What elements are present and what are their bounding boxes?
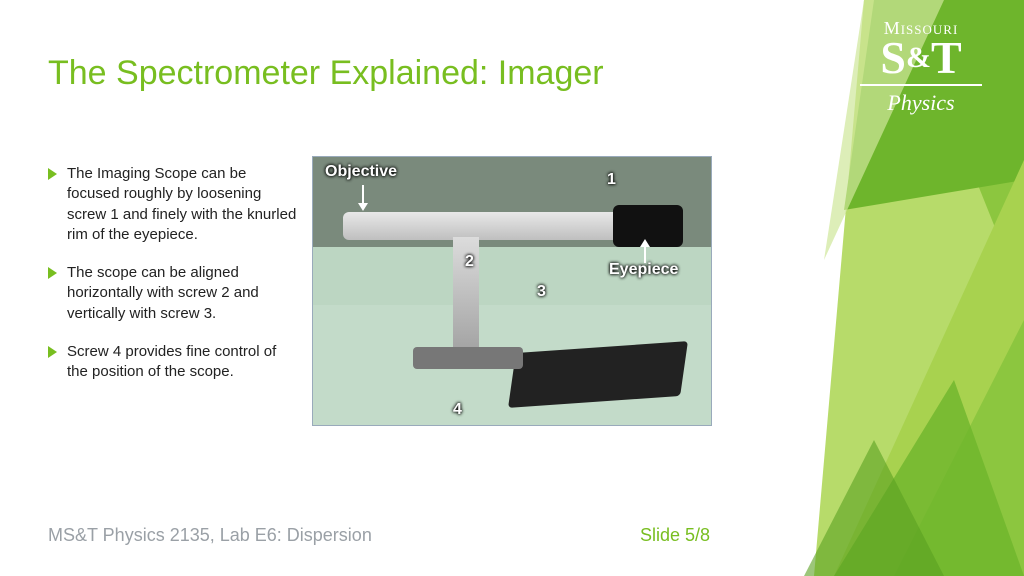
university-logo: Missouri S&T Physics: [846, 18, 996, 116]
bullet-icon: [48, 346, 57, 358]
spectrometer-photo: Objective 1 2 3 4 Eyepiece: [312, 156, 712, 426]
bullet-text: The Imaging Scope can be focused roughly…: [67, 164, 298, 245]
photo-scope-base: [413, 347, 523, 369]
logo-subline: Physics: [846, 90, 996, 116]
arrow-icon: [635, 239, 655, 263]
label-2: 2: [465, 253, 474, 271]
bullet-icon: [48, 168, 57, 180]
label-objective: Objective: [325, 163, 397, 181]
bullet-list: The Imaging Scope can be focused roughly…: [48, 164, 298, 400]
list-item: The Imaging Scope can be focused roughly…: [48, 164, 298, 245]
logo-line1: Missouri: [846, 18, 996, 39]
label-eyepiece: Eyepiece: [609, 261, 678, 279]
bullet-icon: [48, 267, 57, 279]
logo-line2: S&T: [846, 37, 996, 78]
arrow-icon: [353, 185, 373, 211]
list-item: Screw 4 provides fine control of the pos…: [48, 342, 298, 383]
logo-t: T: [931, 32, 962, 83]
label-3: 3: [537, 283, 546, 301]
photo-scope-tube: [343, 212, 643, 240]
logo-s: S: [880, 32, 906, 83]
footer-course: MS&T Physics 2135, Lab E6: Dispersion: [48, 525, 372, 546]
footer-slide-number: Slide 5/8: [640, 525, 710, 546]
bullet-text: Screw 4 provides fine control of the pos…: [67, 342, 298, 383]
logo-amp: &: [906, 41, 931, 74]
logo-divider: [860, 84, 982, 86]
slide-title: The Spectrometer Explained: Imager: [48, 54, 604, 93]
slide: Missouri S&T Physics The Spectrometer Ex…: [0, 0, 1024, 576]
label-4: 4: [453, 401, 462, 419]
list-item: The scope can be aligned horizontally wi…: [48, 263, 298, 324]
bullet-text: The scope can be aligned horizontally wi…: [67, 263, 298, 324]
label-1: 1: [607, 171, 616, 189]
